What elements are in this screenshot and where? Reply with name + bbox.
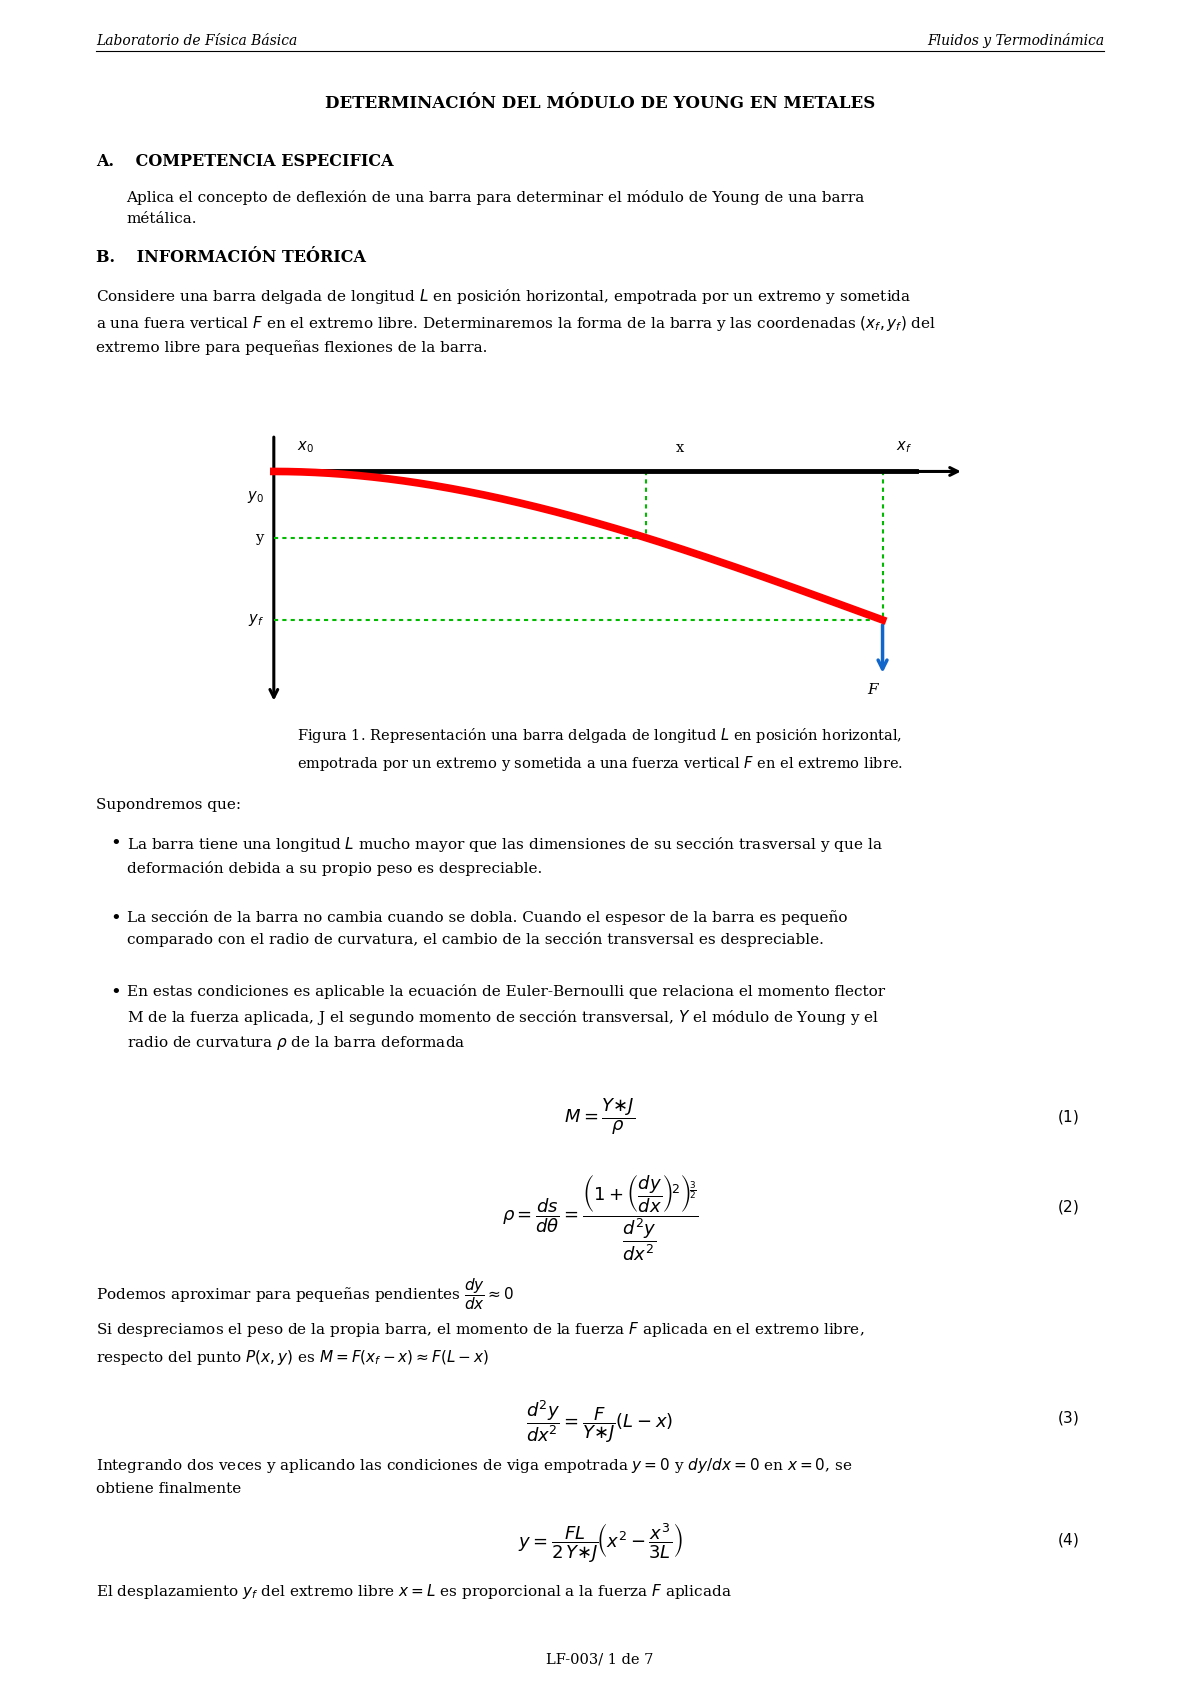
Text: Aplica el concepto de deflexión de una barra para determinar el módulo de Young : Aplica el concepto de deflexión de una b… <box>126 190 864 226</box>
Text: $\rho = \dfrac{ds}{d\theta} = \dfrac{\left(1+\left(\dfrac{dy}{dx}\right)^{\!2}\r: $\rho = \dfrac{ds}{d\theta} = \dfrac{\le… <box>502 1174 698 1264</box>
Text: Fluidos y Termodinámica: Fluidos y Termodinámica <box>926 32 1104 48</box>
Text: •: • <box>110 910 120 928</box>
Text: $(4)$: $(4)$ <box>1057 1531 1079 1549</box>
Text: x: x <box>676 441 684 455</box>
Text: F: F <box>868 682 877 696</box>
Text: $\dfrac{d^2y}{dx^2} = \dfrac{F}{Y{\ast}J}(L - x)$: $\dfrac{d^2y}{dx^2} = \dfrac{F}{Y{\ast}J… <box>527 1398 673 1446</box>
Text: La sección de la barra no cambia cuando se dobla. Cuando el espesor de la barra : La sección de la barra no cambia cuando … <box>127 910 847 947</box>
Text: $(2)$: $(2)$ <box>1057 1198 1079 1217</box>
Text: A.  COMPETENCIA ESPECIFICA: A. COMPETENCIA ESPECIFICA <box>96 153 394 170</box>
Text: •: • <box>110 835 120 854</box>
Text: •: • <box>110 984 120 1003</box>
Text: Laboratorio de Física Básica: Laboratorio de Física Básica <box>96 34 298 48</box>
Text: $y_0$: $y_0$ <box>247 489 264 506</box>
Text: Integrando dos veces y aplicando las condiciones de viga empotrada $y = 0$ y $dy: Integrando dos veces y aplicando las con… <box>96 1456 852 1495</box>
Text: DETERMINACIÓN DEL MÓDULO DE YOUNG EN METALES: DETERMINACIÓN DEL MÓDULO DE YOUNG EN MET… <box>325 95 875 112</box>
Text: $y = \dfrac{FL}{2\,Y{\ast}J}\!\left(x^2 - \dfrac{x^3}{3L}\right)$: $y = \dfrac{FL}{2\,Y{\ast}J}\!\left(x^2 … <box>517 1521 683 1563</box>
Text: y: y <box>256 531 264 545</box>
Text: Considere una barra delgada de longitud $L$ en posición horizontal, empotrada po: Considere una barra delgada de longitud … <box>96 287 936 355</box>
Text: El desplazamiento $y_f$ del extremo libre $x = L$ es proporcional a la fuerza $F: El desplazamiento $y_f$ del extremo libr… <box>96 1582 732 1600</box>
Text: $M = \dfrac{Y{\ast}J}{\rho}$: $M = \dfrac{Y{\ast}J}{\rho}$ <box>564 1096 636 1137</box>
Text: Supondremos que:: Supondremos que: <box>96 798 241 811</box>
Text: $(1)$: $(1)$ <box>1057 1108 1079 1127</box>
Text: En estas condiciones es aplicable la ecuación de Euler-Bernoulli que relaciona e: En estas condiciones es aplicable la ecu… <box>127 984 886 1052</box>
Text: $x_0$: $x_0$ <box>298 440 314 455</box>
Text: Figura 1. Representación una barra delgada de longitud $L$ en posición horizonta: Figura 1. Representación una barra delga… <box>296 726 904 772</box>
Text: $(3)$: $(3)$ <box>1057 1409 1079 1427</box>
Text: $y_f$: $y_f$ <box>247 613 264 628</box>
Text: B.  INFORMACIÓN TEÓRICA: B. INFORMACIÓN TEÓRICA <box>96 249 366 266</box>
Text: $x_f$: $x_f$ <box>896 440 912 455</box>
Text: Podemos aproximar para pequeñas pendientes $\dfrac{dy}{dx} \approx 0$: Podemos aproximar para pequeñas pendient… <box>96 1276 514 1312</box>
Text: La barra tiene una longitud $L$ mucho mayor que las dimensiones de su sección tr: La barra tiene una longitud $L$ mucho ma… <box>127 835 883 876</box>
Text: LF-003/ 1 de 7: LF-003/ 1 de 7 <box>546 1653 654 1666</box>
Text: Si despreciamos el peso de la propia barra, el momento de la fuerza $F$ aplicada: Si despreciamos el peso de la propia bar… <box>96 1320 864 1366</box>
